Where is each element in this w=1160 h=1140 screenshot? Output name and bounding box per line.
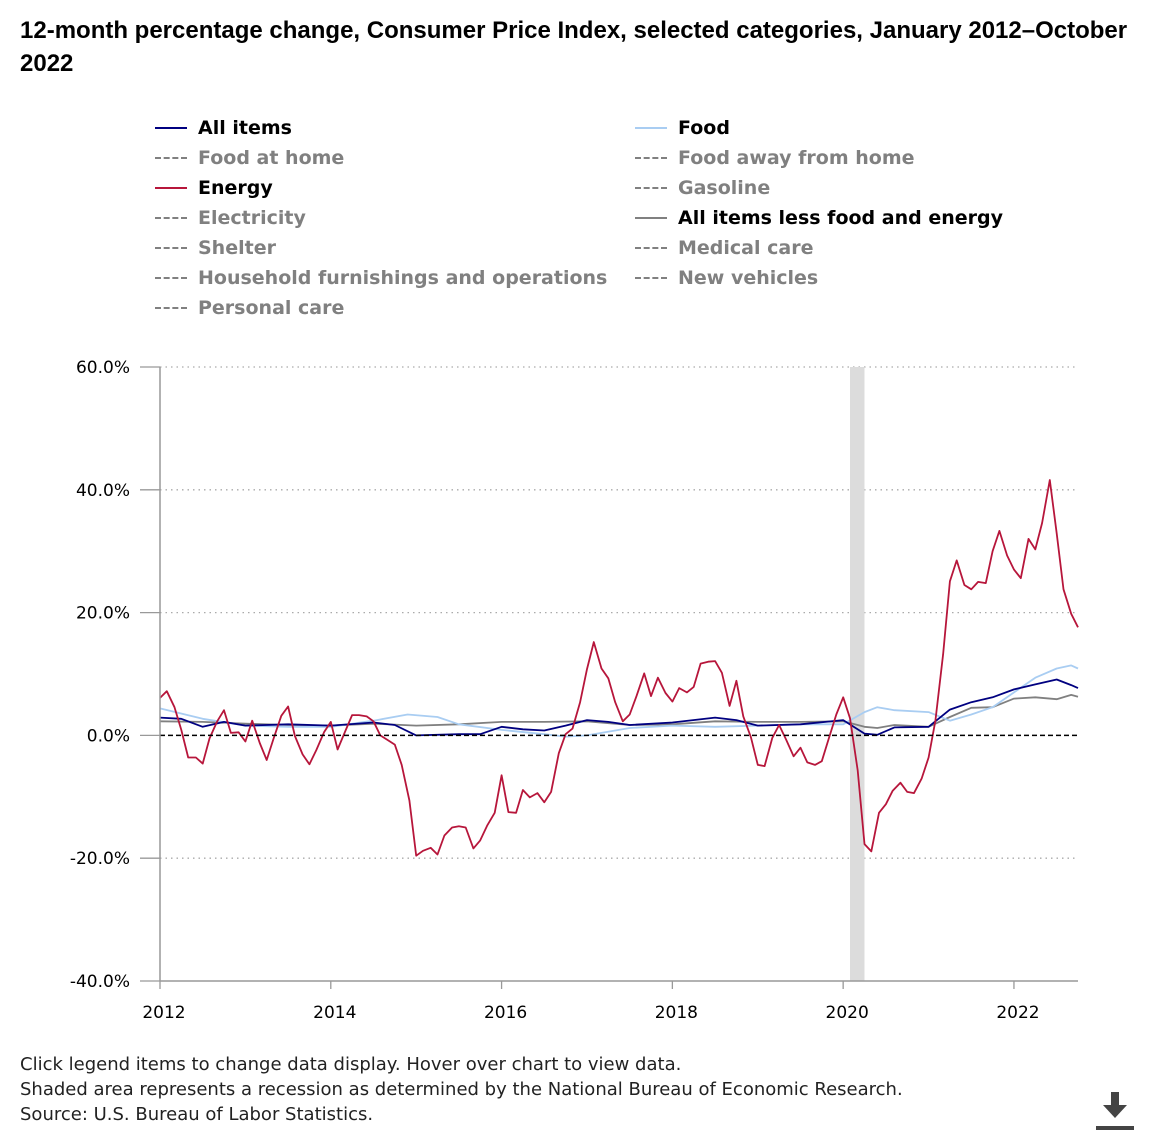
legend-label: Household furnishings and operations: [198, 267, 608, 289]
legend-item-personal-care[interactable]: Personal care: [155, 293, 344, 323]
note-recession: Shaded area represents a recession as de…: [20, 1079, 903, 1100]
legend-label: Medical care: [678, 237, 814, 259]
note-instructions: Click legend items to change data displa…: [20, 1054, 682, 1075]
recession-shading: [849, 367, 865, 981]
legend-swatch: [635, 187, 667, 189]
legend-swatch: [155, 217, 187, 219]
legend-item-medical-care[interactable]: Medical care: [635, 233, 813, 263]
x-tick-label: 2014: [313, 1003, 356, 1023]
legend-label: Food away from home: [678, 147, 915, 169]
legend-swatch: [635, 157, 667, 159]
legend-item-energy[interactable]: Energy: [155, 173, 273, 203]
note-source: Source: U.S. Bureau of Labor Statistics.: [20, 1104, 374, 1125]
legend-swatch: [635, 127, 667, 129]
legend-swatch: [635, 247, 667, 249]
legend-label: Food: [678, 117, 730, 139]
download-button[interactable]: [1092, 1088, 1138, 1134]
legend-label: Personal care: [198, 297, 345, 319]
y-tick-label: 40.0%: [76, 481, 130, 501]
legend-label: All items: [198, 117, 292, 139]
legend-item-electricity[interactable]: Electricity: [155, 203, 306, 233]
y-tick-label: -20.0%: [70, 849, 130, 869]
legend-swatch: [155, 127, 187, 129]
legend-item-all-items[interactable]: All items: [155, 113, 292, 143]
legend-swatch: [635, 217, 667, 219]
legend-item-food-at-home[interactable]: Food at home: [155, 143, 344, 173]
chart-notes: Click legend items to change data displa…: [20, 1052, 903, 1127]
legend-swatch: [155, 307, 187, 309]
legend-swatch: [155, 277, 187, 279]
x-tick-label: 2018: [655, 1003, 698, 1023]
legend-swatch: [635, 277, 667, 279]
chart-area[interactable]: 60.0% 40.0% 20.0% 0.0% -20.0% -40.0% 2012 2014…: [0, 340, 1160, 1040]
y-tick-label: 60.0%: [76, 358, 130, 378]
legend-item-food[interactable]: Food: [635, 113, 730, 143]
legend-item-all-items-less-food-and-energy[interactable]: All items less food and energy: [635, 203, 1003, 233]
y-tick-label: 0.0%: [87, 726, 130, 746]
legend-label: Food at home: [198, 147, 345, 169]
download-icon: [1096, 1092, 1134, 1130]
series-line-energy: [159, 479, 1079, 857]
x-tick-label: 2020: [826, 1003, 869, 1023]
series-lines: [159, 479, 1079, 857]
legend-item-food-away-from-home[interactable]: Food away from home: [635, 143, 915, 173]
legend-label: Gasoline: [678, 177, 771, 199]
legend-item-gasoline[interactable]: Gasoline: [635, 173, 770, 203]
legend-item-household-furnishings-and-operations[interactable]: Household furnishings and operations: [155, 263, 607, 293]
grid-lines: [160, 366, 1078, 859]
x-tick-label: 2012: [142, 1003, 185, 1023]
legend-swatch: [155, 247, 187, 249]
x-axis-ticks: 2012 2014 2016 2018 2020 2022: [142, 981, 1040, 1023]
y-tick-label: -40.0%: [70, 972, 130, 992]
legend-item-new-vehicles[interactable]: New vehicles: [635, 263, 818, 293]
chart-title: 12-month percentage change, Consumer Pri…: [20, 17, 1128, 77]
legend-item-shelter[interactable]: Shelter: [155, 233, 276, 263]
x-tick-label: 2016: [484, 1003, 527, 1023]
y-axis-ticks: 60.0% 40.0% 20.0% 0.0% -20.0% -40.0%: [70, 358, 160, 992]
x-tick-label: 2022: [996, 1003, 1039, 1023]
legend-swatch: [155, 157, 187, 159]
legend-label: Shelter: [198, 237, 276, 259]
y-tick-label: 20.0%: [76, 604, 130, 624]
legend-label: All items less food and energy: [678, 207, 1003, 229]
legend-label: New vehicles: [678, 267, 819, 289]
legend-swatch: [155, 187, 187, 189]
legend-label: Energy: [198, 177, 273, 199]
legend-label: Electricity: [198, 207, 306, 229]
